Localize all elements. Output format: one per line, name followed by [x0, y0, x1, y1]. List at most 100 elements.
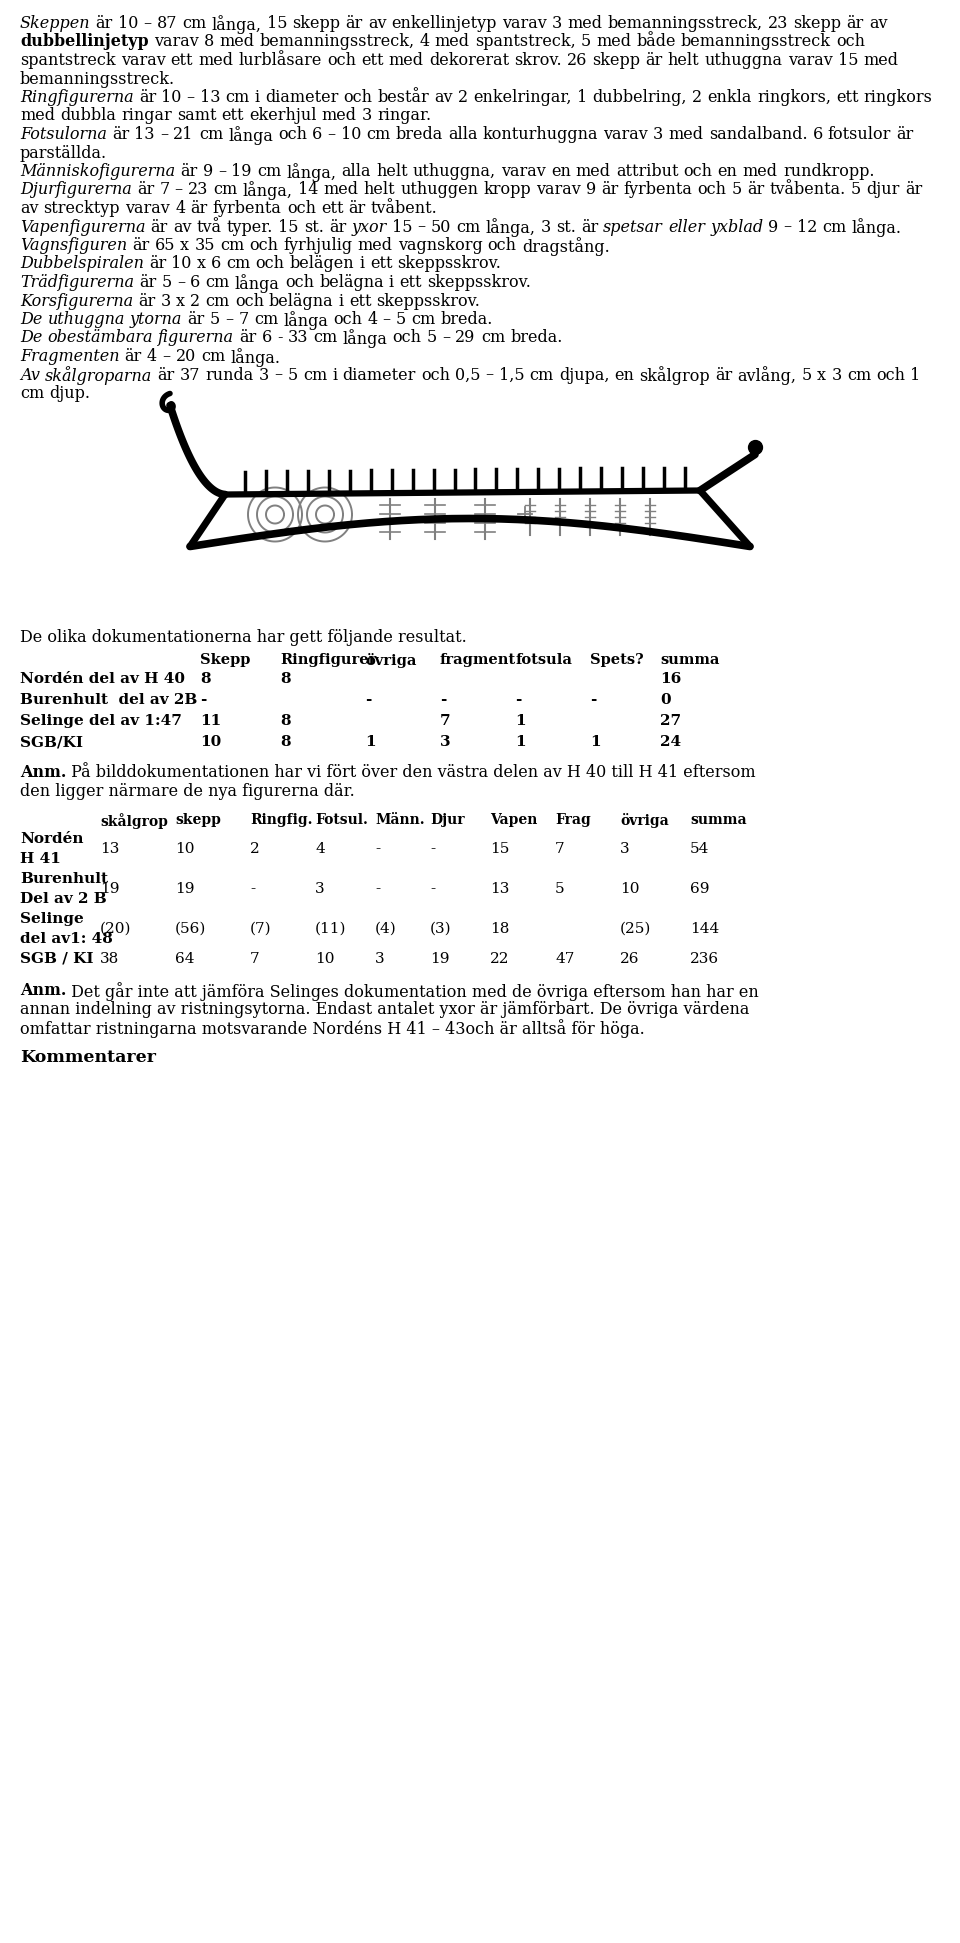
Text: (20): (20)	[100, 923, 132, 937]
Text: 14: 14	[298, 181, 319, 198]
Text: –: –	[783, 218, 792, 235]
Text: ringkors,: ringkors,	[756, 89, 830, 107]
Text: 9: 9	[586, 181, 596, 198]
Text: 9: 9	[203, 163, 213, 181]
Text: 19: 19	[430, 952, 449, 966]
Text: Spets?: Spets?	[590, 653, 643, 666]
Text: breda.: breda.	[441, 311, 493, 328]
Text: Selinge: Selinge	[20, 911, 84, 927]
Text: 16: 16	[660, 672, 682, 686]
Text: 5: 5	[802, 367, 812, 383]
Text: djupa,: djupa,	[559, 367, 610, 383]
Text: skålgrop: skålgrop	[639, 367, 710, 385]
Text: fyrbenta: fyrbenta	[213, 200, 281, 218]
Text: 10: 10	[341, 126, 361, 144]
Text: ett: ett	[361, 52, 383, 70]
Text: cm: cm	[456, 218, 480, 235]
Text: 10: 10	[200, 734, 221, 748]
Text: annan indelning av ristningsytorna. Endast antalet yxor är jämförbart. De övriga: annan indelning av ristningsytorna. Enda…	[20, 1001, 750, 1018]
Text: 0: 0	[660, 694, 671, 707]
Text: Människofigurerna: Människofigurerna	[20, 163, 175, 181]
Text: skrov.: skrov.	[514, 52, 562, 70]
Text: är: är	[847, 16, 864, 31]
Text: -: -	[440, 694, 446, 707]
Text: 2: 2	[250, 841, 260, 857]
Text: 20: 20	[176, 348, 196, 365]
Text: är: är	[139, 89, 156, 107]
Text: 6: 6	[262, 330, 272, 346]
Text: Dubbelspiralen: Dubbelspiralen	[20, 255, 144, 272]
Text: enkelringar,: enkelringar,	[473, 89, 572, 107]
Text: 37: 37	[180, 367, 201, 383]
Text: –: –	[226, 311, 233, 328]
Text: skeppsskrov.: skeppsskrov.	[376, 293, 480, 309]
Text: med: med	[596, 33, 631, 51]
Text: cm: cm	[220, 237, 244, 255]
Text: 4: 4	[175, 200, 185, 218]
Text: 5: 5	[555, 882, 564, 896]
Text: med: med	[324, 181, 358, 198]
Text: 35: 35	[194, 237, 215, 255]
Text: fyrbenta: fyrbenta	[624, 181, 692, 198]
Text: samt: samt	[177, 107, 217, 124]
Text: 8: 8	[280, 734, 291, 748]
Text: Trädfigurerna: Trädfigurerna	[20, 274, 134, 291]
Text: är: är	[645, 52, 662, 70]
Text: yxblad: yxblad	[710, 218, 763, 235]
Text: –: –	[186, 89, 195, 107]
Text: och: och	[420, 367, 450, 383]
Text: cm: cm	[481, 330, 505, 346]
Text: i: i	[389, 274, 394, 291]
Text: Av: Av	[20, 367, 40, 383]
Text: yxor: yxor	[351, 218, 387, 235]
Text: 12: 12	[797, 218, 817, 235]
Text: –: –	[175, 181, 182, 198]
Text: –: –	[327, 126, 336, 144]
Text: Kommentarer: Kommentarer	[20, 1049, 156, 1067]
Text: 3: 3	[375, 952, 385, 966]
Text: är: är	[897, 126, 914, 144]
Text: övriga: övriga	[365, 653, 417, 668]
Text: tvåbenta.: tvåbenta.	[770, 181, 846, 198]
Text: två: två	[197, 218, 222, 235]
Text: diameter: diameter	[343, 367, 416, 383]
Text: är: är	[151, 218, 168, 235]
Text: av: av	[435, 89, 453, 107]
Text: 21: 21	[173, 126, 194, 144]
Text: 15: 15	[392, 218, 412, 235]
Text: cm: cm	[302, 367, 327, 383]
Text: (4): (4)	[375, 923, 396, 937]
Text: varav: varav	[787, 52, 832, 70]
Text: 64: 64	[175, 952, 195, 966]
Text: den ligger närmare de nya figurerna där.: den ligger närmare de nya figurerna där.	[20, 783, 355, 799]
Text: skeppsskrov.: skeppsskrov.	[426, 274, 531, 291]
Text: –: –	[275, 367, 282, 383]
Text: av: av	[173, 218, 191, 235]
Text: 19: 19	[231, 163, 252, 181]
Text: cm: cm	[205, 293, 229, 309]
Text: långa,: långa,	[286, 163, 336, 183]
Text: 3: 3	[540, 218, 551, 235]
Text: ett: ett	[222, 107, 244, 124]
Text: är: är	[715, 367, 732, 383]
Text: är: är	[96, 16, 113, 31]
Text: varav: varav	[125, 200, 170, 218]
Text: består: består	[377, 89, 429, 107]
Text: De: De	[20, 330, 42, 346]
Text: 29: 29	[455, 330, 476, 346]
Text: 4: 4	[420, 33, 429, 51]
Text: –: –	[218, 163, 227, 181]
Text: bemanningsstreck,: bemanningsstreck,	[608, 16, 762, 31]
Text: med: med	[358, 237, 393, 255]
Text: fyrhjulig: fyrhjulig	[283, 237, 352, 255]
Text: cm: cm	[367, 126, 391, 144]
Text: är: är	[139, 274, 156, 291]
Text: Det går inte att jämföra Selinges dokumentation med de övriga eftersom han har e: Det går inte att jämföra Selinges dokume…	[66, 981, 759, 1001]
Text: De: De	[20, 311, 42, 328]
Text: 236: 236	[690, 952, 719, 966]
Text: –: –	[383, 311, 391, 328]
Text: alla: alla	[342, 163, 371, 181]
Text: diameter: diameter	[265, 89, 339, 107]
Text: långa: långa	[283, 311, 328, 330]
Text: del av1: 48: del av1: 48	[20, 933, 113, 946]
